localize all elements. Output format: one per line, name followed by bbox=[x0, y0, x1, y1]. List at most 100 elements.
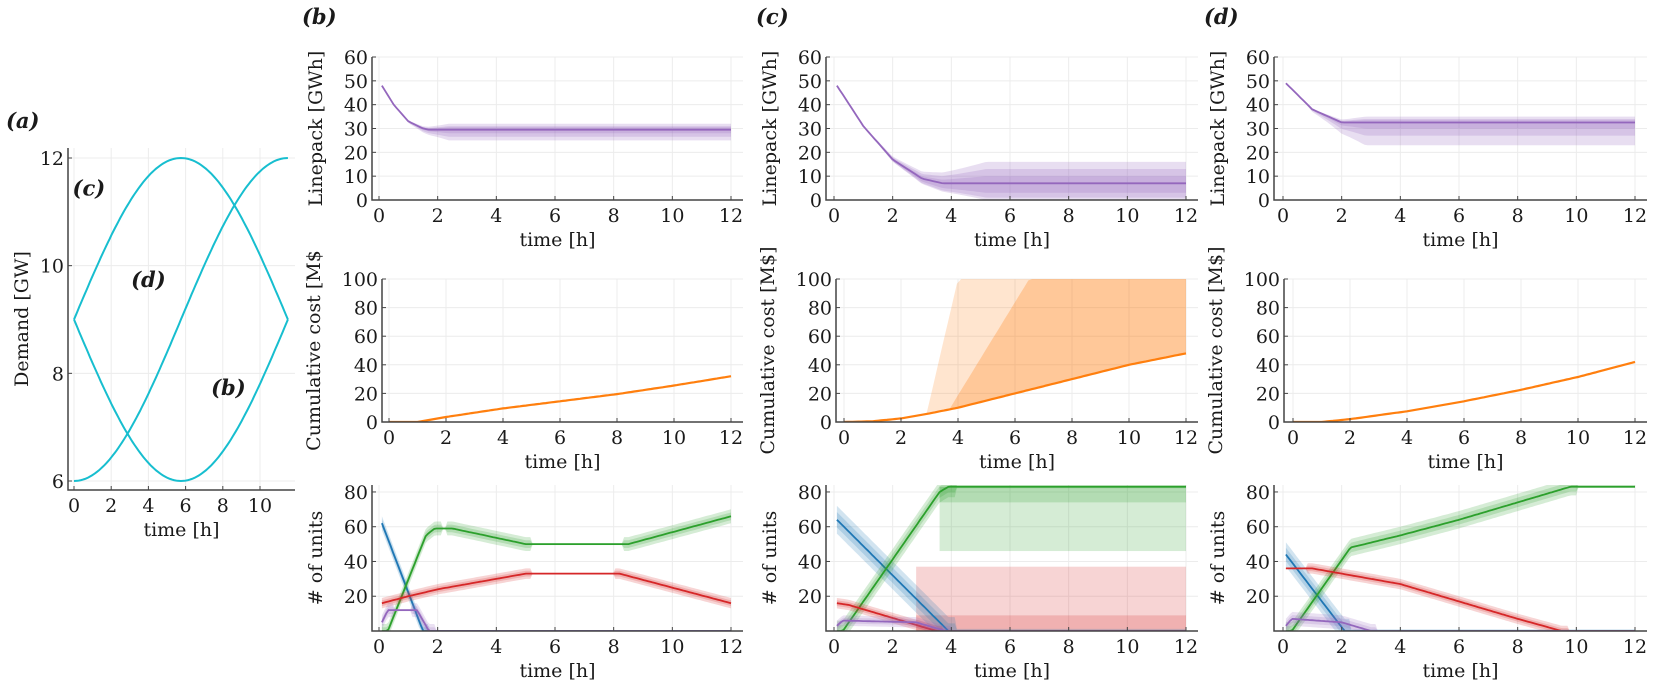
y-tick-label: 40 bbox=[354, 355, 378, 377]
y-axis-label: Cumulative cost [M$] bbox=[1205, 246, 1227, 454]
units-band-red bbox=[381, 568, 731, 609]
units-line-green bbox=[1285, 485, 1635, 631]
y-axis-label: # of units bbox=[759, 511, 781, 605]
y-tick-label: 40 bbox=[344, 95, 368, 117]
units-uncertainty-block bbox=[916, 566, 1186, 631]
x-tick-label: 4 bbox=[1401, 427, 1413, 449]
x-tick-label: 0 bbox=[373, 205, 385, 227]
x-tick-label: 8 bbox=[611, 427, 623, 449]
x-tick-label: 10 bbox=[1564, 205, 1588, 227]
plot-area bbox=[836, 85, 1186, 200]
y-tick-label: 60 bbox=[808, 326, 832, 348]
x-tick-label: 10 bbox=[1566, 427, 1590, 449]
x-tick-label: 6 bbox=[1009, 427, 1021, 449]
units-band-purple bbox=[836, 617, 1186, 631]
x-axis-label: time [h] bbox=[1422, 660, 1498, 682]
panel-label: (d) bbox=[1204, 4, 1239, 29]
y-tick-label: 20 bbox=[808, 383, 832, 405]
units-band-purple bbox=[1285, 611, 1635, 631]
panel-label: (c) bbox=[756, 4, 789, 29]
y-tick-label: 60 bbox=[344, 517, 368, 539]
x-tick-label: 0 bbox=[1277, 636, 1289, 658]
uncertainty-band bbox=[381, 85, 731, 137]
x-tick-label: 8 bbox=[608, 636, 620, 658]
x-tick-label: 10 bbox=[660, 636, 684, 658]
x-axis-label: time [h] bbox=[979, 451, 1055, 473]
x-tick-label: 2 bbox=[895, 427, 907, 449]
y-tick-label: 40 bbox=[1246, 95, 1270, 117]
units-uncertainty-block-inner bbox=[916, 615, 1186, 631]
x-tick-label: 8 bbox=[608, 205, 620, 227]
units-band-blue bbox=[836, 512, 1186, 631]
y-tick-label: 20 bbox=[354, 383, 378, 405]
units-band-green bbox=[381, 512, 731, 631]
x-tick-label: 4 bbox=[490, 205, 502, 227]
subplot-b-units: 0 2 4 6 8 10 12 20 40 60 80 time [h] # of units bbox=[305, 482, 743, 682]
panel-label: (b) bbox=[302, 4, 337, 29]
panel-label: (a) bbox=[6, 108, 39, 133]
units-band-purple bbox=[381, 603, 731, 631]
y-axis-label: Linepack [GWh] bbox=[759, 51, 781, 207]
plot-area bbox=[381, 85, 731, 141]
curve-annotation: (d) bbox=[131, 267, 166, 292]
units-band-blue bbox=[381, 516, 731, 631]
y-tick-label: 0 bbox=[1268, 412, 1280, 434]
uncertainty-band bbox=[836, 85, 1186, 198]
y-axis-label: Demand [GW] bbox=[11, 251, 33, 387]
x-tick-label: 10 bbox=[662, 427, 686, 449]
y-tick-label: 20 bbox=[1256, 383, 1280, 405]
uncertainty-band bbox=[381, 85, 731, 134]
x-tick-label: 4 bbox=[490, 636, 502, 658]
x-tick-label: 0 bbox=[828, 636, 840, 658]
uncertainty-band bbox=[381, 85, 731, 141]
x-tick-label: 12 bbox=[719, 205, 743, 227]
x-axis-label: time [h] bbox=[519, 660, 595, 682]
subplot-d-units: 0 2 4 6 8 10 12 20 40 60 80 time [h] # of units bbox=[1207, 482, 1647, 682]
y-tick-label: 50 bbox=[798, 71, 822, 93]
plot-area bbox=[1285, 485, 1635, 631]
subplot-c-units: 0 2 4 6 8 10 12 20 40 60 80 time [h] # of units bbox=[759, 482, 1198, 682]
x-tick-label: 8 bbox=[1512, 205, 1524, 227]
demand-curve-d bbox=[73, 157, 288, 482]
y-tick-label: 10 bbox=[344, 166, 368, 188]
curve-annotation: (c) bbox=[73, 176, 106, 201]
y-tick-label: 40 bbox=[808, 355, 832, 377]
x-tick-label: 10 bbox=[1115, 205, 1139, 227]
plot-area bbox=[836, 485, 1186, 631]
x-tick-label: 2 bbox=[1344, 427, 1356, 449]
x-tick-label: 0 bbox=[373, 636, 385, 658]
x-tick-label: 2 bbox=[440, 427, 452, 449]
units-uncertainty-block bbox=[939, 486, 1186, 552]
y-tick-label: 0 bbox=[366, 412, 378, 434]
y-tick-label: 20 bbox=[798, 142, 822, 164]
y-tick-label: 10 bbox=[798, 166, 822, 188]
units-band-red bbox=[1285, 565, 1635, 631]
x-axis-label: time [h] bbox=[1427, 451, 1503, 473]
y-tick-label: 0 bbox=[1258, 190, 1270, 212]
units-band-purple bbox=[836, 615, 1186, 631]
units-band-green bbox=[1285, 485, 1635, 631]
x-tick-label: 0 bbox=[828, 205, 840, 227]
y-tick-label: 20 bbox=[344, 142, 368, 164]
y-tick-label: 0 bbox=[356, 190, 368, 212]
y-tick-label: 20 bbox=[798, 586, 822, 608]
x-tick-label: 6 bbox=[554, 427, 566, 449]
y-tick-label: 50 bbox=[344, 71, 368, 93]
x-tick-label: 12 bbox=[719, 636, 743, 658]
y-tick-label: 12 bbox=[40, 148, 64, 170]
y-tick-label: 40 bbox=[344, 551, 368, 573]
y-tick-label: 40 bbox=[1246, 551, 1270, 573]
x-tick-label: 4 bbox=[1394, 636, 1406, 658]
cost-uncertainty-band-inner bbox=[949, 279, 1186, 410]
y-tick-label: 6 bbox=[52, 471, 64, 493]
y-tick-label: 50 bbox=[1246, 71, 1270, 93]
x-tick-label: 0 bbox=[1277, 205, 1289, 227]
x-tick-label: 6 bbox=[1453, 636, 1465, 658]
x-tick-label: 10 bbox=[1115, 636, 1139, 658]
units-line-blue bbox=[1285, 553, 1635, 631]
y-tick-label: 30 bbox=[1246, 119, 1270, 141]
